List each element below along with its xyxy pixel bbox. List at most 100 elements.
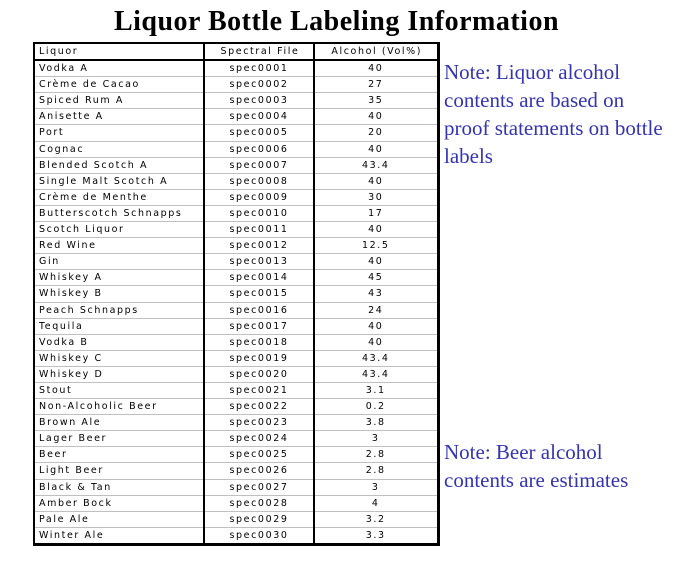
cell-spectral-file: spec0019 xyxy=(203,350,314,367)
cell-spectral-file: spec0027 xyxy=(203,479,314,496)
cell-alcohol: 43.4 xyxy=(313,350,438,367)
cell-spectral-file: spec0014 xyxy=(203,269,314,287)
cell-liquor: Cognac xyxy=(34,141,204,158)
cell-liquor: Whiskey B xyxy=(34,285,204,303)
table-row: Tequila spec0017 40 xyxy=(34,318,438,335)
cell-alcohol: 40 xyxy=(313,173,438,190)
cell-alcohol: 40 xyxy=(313,221,438,239)
cell-alcohol: 40 xyxy=(313,253,438,271)
cell-spectral-file: spec0018 xyxy=(203,334,314,351)
table-row: Port spec0005 20 xyxy=(34,124,438,142)
table-row: Scotch Liquor spec0011 40 xyxy=(34,221,438,239)
table-row: Gin spec0013 40 xyxy=(34,253,438,271)
cell-alcohol: 40 xyxy=(313,108,438,126)
table-row: Red Wine spec0012 12.5 xyxy=(34,237,438,255)
cell-alcohol: 2.8 xyxy=(313,446,438,464)
cell-alcohol: 40 xyxy=(313,60,438,78)
cell-liquor: Red Wine xyxy=(34,237,204,255)
note-beer-alcohol: Note: Beer alcohol contents are estimate… xyxy=(444,440,629,492)
table-header-row: Liquor Spectral File Alcohol (Vol%) xyxy=(34,43,438,62)
cell-liquor: Anisette A xyxy=(34,108,204,126)
cell-spectral-file: spec0005 xyxy=(203,124,314,142)
cell-liquor: Vodka B xyxy=(34,334,204,351)
cell-alcohol: 17 xyxy=(313,205,438,223)
cell-alcohol: 35 xyxy=(313,92,438,110)
cell-liquor: Tequila xyxy=(34,318,204,335)
cell-alcohol: 40 xyxy=(313,334,438,351)
table-row: Beer spec0025 2.8 xyxy=(34,446,438,464)
cell-liquor: Non-Alcoholic Beer xyxy=(34,398,204,416)
cell-alcohol: 3.1 xyxy=(313,382,438,400)
cell-liquor: Whiskey A xyxy=(34,269,204,287)
table-row: Stout spec0021 3.1 xyxy=(34,382,438,400)
cell-liquor: Peach Schnapps xyxy=(34,302,204,319)
table-row: Black & Tan spec0027 3 xyxy=(34,479,438,496)
cell-liquor: Lager Beer xyxy=(34,430,204,448)
cell-liquor: Winter Ale xyxy=(39,529,105,541)
cell-alcohol: 3 xyxy=(313,479,438,496)
cell-alcohol: 4 xyxy=(313,495,438,512)
cell-liquor: Stout xyxy=(34,382,204,400)
cell-liquor: Crème de Menthe xyxy=(34,189,204,206)
cell-liquor: Gin xyxy=(34,253,204,271)
table-row: Light Beer spec0026 2.8 xyxy=(34,462,438,480)
cell-alcohol: 24 xyxy=(313,302,438,319)
column-header-spectral-file: Spectral File xyxy=(203,43,314,62)
cell-liquor: Vodka A xyxy=(34,60,204,78)
cell-spectral-file: spec0029 xyxy=(203,511,314,528)
table-row: Cognac spec0006 40 xyxy=(34,141,438,158)
table-row: Winter Ale spec0030 3.3 xyxy=(34,527,438,545)
cell-spectral-file: spec0025 xyxy=(203,446,314,464)
cell-liquor: Light Beer xyxy=(34,462,204,480)
cell-spectral-file: spec0024 xyxy=(203,430,314,448)
cell-spectral-file: spec0008 xyxy=(203,173,314,190)
table-row: Pale Ale spec0029 3.2 xyxy=(34,511,438,528)
cell-alcohol: 43.4 xyxy=(313,157,438,174)
note-liquor-alcohol: Note: Liquor alcohol contents are based … xyxy=(444,60,663,168)
cell-spectral-file: spec0022 xyxy=(203,398,314,416)
cell-liquor: Whiskey D xyxy=(34,366,204,383)
cell-liquor: Blended Scotch A xyxy=(34,157,204,174)
cell-alcohol: 3 xyxy=(313,430,438,448)
table-row: Brown Ale spec0023 3.8 xyxy=(34,414,438,432)
cell-liquor: Crème de Cacao xyxy=(34,76,204,94)
column-header-alcohol: Alcohol (Vol%) xyxy=(313,43,438,62)
cell-liquor: Brown Ale xyxy=(34,414,204,432)
cell-spectral-file: spec0016 xyxy=(203,302,314,319)
cell-spectral-file: spec0013 xyxy=(203,253,314,271)
cell-liquor: Butterscotch Schnapps xyxy=(34,205,204,223)
cell-spectral-file: spec0007 xyxy=(203,157,314,174)
cell-spectral-file: spec0001 xyxy=(203,60,314,78)
cell-spectral-file: spec0006 xyxy=(203,141,314,158)
cell-liquor: Pale Ale xyxy=(34,511,204,528)
cell-spectral-file: spec0015 xyxy=(203,285,314,303)
cell-alcohol: 43.4 xyxy=(313,366,438,383)
liquor-data-table: Liquor Spectral File Alcohol (Vol%) Vodk… xyxy=(33,42,440,546)
cell-liquor: Whiskey C xyxy=(34,350,204,367)
cell-spectral-file: spec0003 xyxy=(203,92,314,110)
cell-spectral-file: spec0021 xyxy=(203,382,314,400)
cell-alcohol: 40 xyxy=(313,141,438,158)
table-row: Amber Bock spec0028 4 xyxy=(34,495,438,512)
table-row: Butterscotch Schnapps spec0010 17 xyxy=(34,205,438,223)
cell-alcohol: 20 xyxy=(313,124,438,142)
cell-liquor: Spiced Rum A xyxy=(34,92,204,110)
cell-liquor: Black & Tan xyxy=(34,479,204,496)
cell-liquor: Single Malt Scotch A xyxy=(34,173,204,190)
cell-alcohol: 3.8 xyxy=(313,414,438,432)
cell-spectral-file: spec0026 xyxy=(203,462,314,480)
cell-spectral-file: spec0009 xyxy=(203,189,314,206)
cell-alcohol: 45 xyxy=(313,269,438,287)
page-title: Liquor Bottle Labeling Information xyxy=(113,6,560,37)
cell-alcohol: 43 xyxy=(313,285,438,303)
cell-alcohol: 3.2 xyxy=(313,511,438,528)
cell-spectral-file: spec0004 xyxy=(203,108,314,126)
